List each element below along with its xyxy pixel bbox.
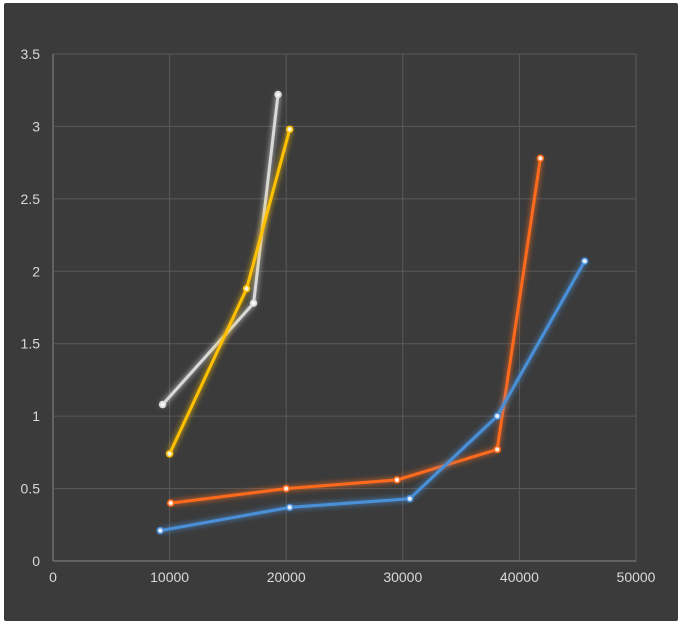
series-line [168, 127, 292, 456]
data-point [249, 299, 258, 307]
data-point [274, 90, 282, 99]
data-point [242, 284, 251, 293]
data-point [158, 400, 167, 409]
data-point [285, 125, 294, 134]
x-tick-label: 40000 [500, 569, 539, 585]
series-2 [165, 125, 294, 458]
data-point [165, 450, 174, 458]
y-tick-label: 3 [32, 118, 40, 134]
data-point [536, 154, 545, 163]
series-line [158, 259, 587, 533]
data-point [493, 412, 501, 420]
data-point [156, 526, 165, 535]
data-point [167, 499, 175, 507]
y-tick-label: 0.5 [21, 481, 41, 497]
y-axis: 0 0.5 1 1.5 2 2.5 3 3.5 [21, 46, 41, 569]
series-4 [156, 257, 589, 535]
data-point [580, 257, 589, 265]
data-point [406, 494, 414, 503]
series-layer [156, 90, 589, 535]
y-tick-label: 1.5 [21, 336, 41, 352]
x-tick-label: 10000 [150, 569, 189, 585]
data-point [282, 484, 290, 493]
data-point [493, 445, 501, 454]
x-axis: 0 10000 20000 30000 40000 50000 [49, 569, 656, 585]
series-3 [167, 154, 545, 507]
data-point [393, 476, 401, 484]
x-tick-label: 20000 [267, 569, 306, 585]
series-line [161, 93, 280, 407]
y-tick-label: 2.5 [21, 191, 41, 207]
data-point [285, 503, 294, 512]
x-tick-label: 50000 [617, 569, 656, 585]
series-1 [158, 90, 282, 409]
x-tick-label: 0 [49, 569, 57, 585]
y-tick-label: 1 [32, 408, 40, 424]
y-tick-label: 2 [32, 263, 40, 279]
chart-background [4, 3, 678, 621]
y-tick-label: 3.5 [21, 46, 41, 62]
x-tick-label: 30000 [383, 569, 422, 585]
y-tick-label: 0 [32, 553, 40, 569]
